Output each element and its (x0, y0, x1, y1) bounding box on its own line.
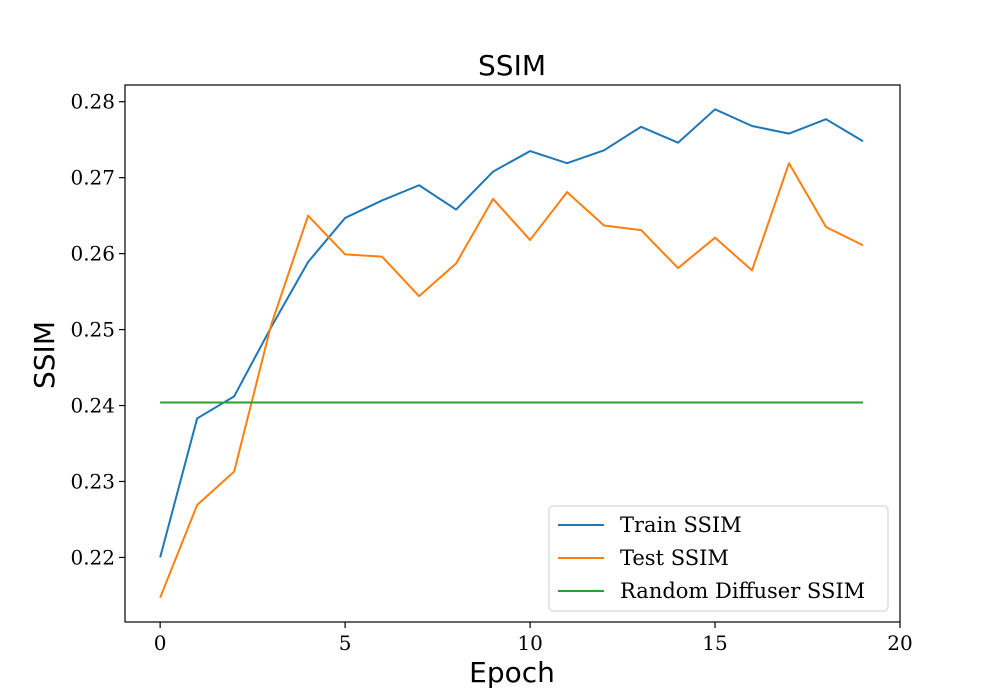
y-tick-label: 0.22 (70, 545, 115, 569)
y-tick-label: 0.27 (70, 166, 115, 190)
x-tick-label: 0 (154, 631, 167, 655)
y-tick-label: 0.28 (70, 90, 115, 114)
axes-frame (124, 84, 901, 623)
x-tick-label: 10 (517, 631, 542, 655)
x-axis-label: Epoch (469, 656, 555, 689)
chart-title: SSIM (478, 49, 546, 82)
x-tick-label: 20 (887, 631, 912, 655)
y-tick-label: 0.26 (70, 242, 115, 266)
y-tick-label: 0.24 (70, 394, 115, 418)
legend-box (548, 505, 889, 612)
legend-label: Random Diffuser SSIM (620, 579, 865, 603)
plot-area: 0 5 10 15 20 0.22 0.23 0.24 0.25 0.26 0.27 0.28 (70, 84, 913, 655)
y-axis-label: SSIM (28, 321, 61, 389)
legend-label: Train SSIM (620, 513, 742, 537)
x-tick-label: 15 (702, 631, 727, 655)
series-line-test-ssim (159, 162, 864, 599)
legend: Train SSIM Test SSIM Random Diffuser SSIM (548, 505, 889, 612)
x-tick-label: 5 (339, 631, 352, 655)
y-tick-label: 0.25 (70, 318, 115, 342)
series-line-train-ssim (159, 108, 864, 558)
y-tick-label: 0.23 (70, 469, 115, 493)
legend-label: Test SSIM (620, 546, 729, 570)
